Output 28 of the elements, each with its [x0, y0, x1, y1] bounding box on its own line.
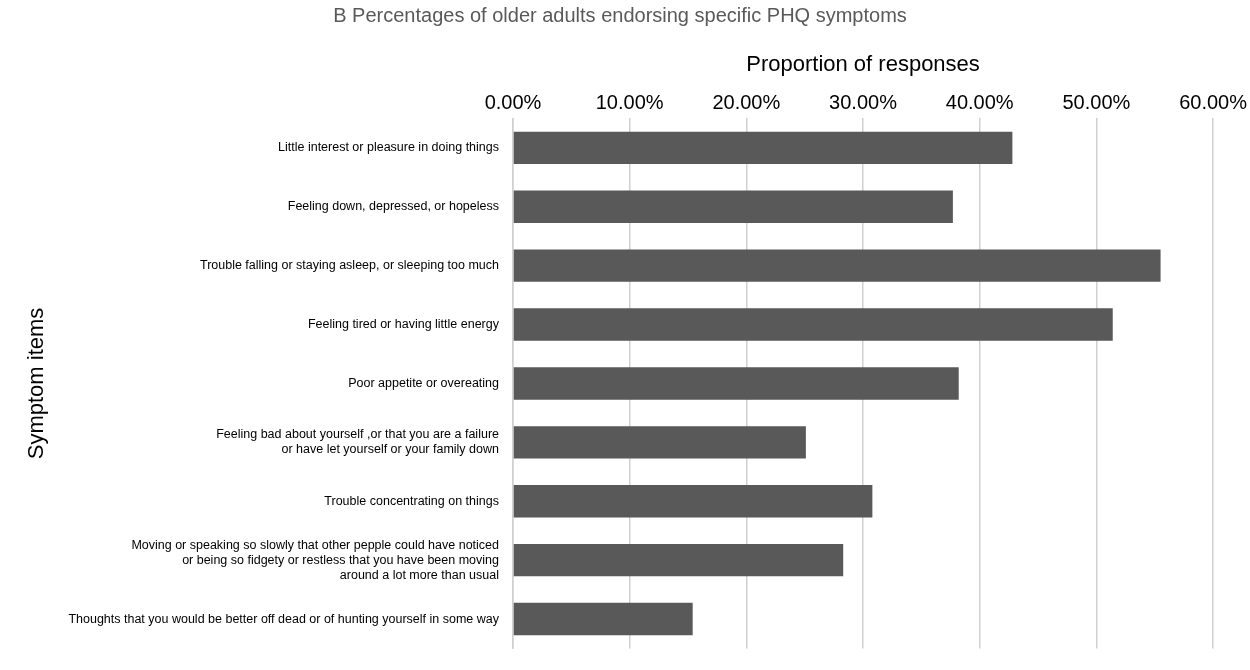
x-axis-title: Proportion of responses	[746, 51, 980, 77]
bar	[513, 485, 873, 518]
bar	[513, 367, 959, 400]
x-tick-label: 60.00%	[1179, 90, 1248, 113]
x-tick-label: 40.00%	[945, 90, 1014, 113]
bar	[513, 249, 1161, 282]
x-tick-label: 10.00%	[595, 90, 664, 113]
x-tick-label: 30.00%	[829, 90, 898, 113]
chart-title: B Percentages of older adults endorsing specific PHQ symptoms	[333, 3, 907, 26]
y-tick-label: Trouble concentrating on things	[324, 493, 499, 508]
bar	[513, 602, 693, 636]
bar	[513, 543, 844, 577]
x-tick-label: 20.00%	[712, 90, 781, 113]
y-tick-label: Feeling bad about yourself ,or that you are a failure or have let yourself or your family down	[216, 427, 500, 457]
bar	[513, 190, 953, 223]
x-tick-label: 0.00%	[484, 90, 542, 113]
bar	[513, 426, 806, 459]
bar	[513, 131, 1013, 165]
y-tick-label: Poor appetite or overeating	[348, 375, 500, 390]
y-axis-title: Symptom items	[23, 307, 49, 460]
y-tick-label: Moving or speaking so slowly that other pepple could have noticed or being so fidgety or restless that you have been moving around a lot more than usual	[131, 537, 500, 582]
y-tick-label: Thoughts that you would be better off dead or of hunting yourself in some way	[68, 611, 500, 626]
y-tick-label: Little interest or pleasure in doing things	[278, 140, 499, 155]
y-tick-label: Feeling down, depressed, or hopeless	[287, 199, 499, 214]
y-tick-label: Feeling tired or having little energy	[307, 317, 500, 331]
x-tick-label: 50.00%	[1062, 90, 1131, 113]
y-tick-label: Trouble falling or staying asleep, or sleeping too much	[199, 258, 500, 273]
bar	[513, 308, 1113, 341]
